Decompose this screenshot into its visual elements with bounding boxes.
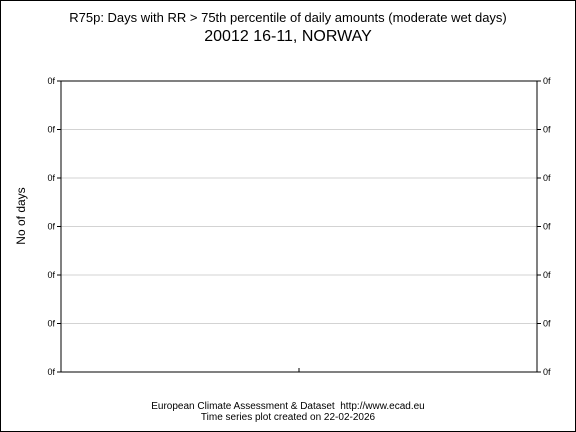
footer-created: Time series plot created on 22-02-2026 [200, 412, 376, 423]
y-tick-label-left: 0f [47, 367, 55, 377]
chart-title: R75p: Days with RR > 75th percentile of … [69, 10, 507, 25]
y-tick-label-right: 0f [543, 367, 551, 377]
y-tick-label-left: 0f [47, 173, 55, 183]
y-tick-label-right: 0f [543, 222, 551, 232]
y-tick-label-right: 0f [543, 319, 551, 329]
y-tick-label-left: 0f [47, 270, 55, 280]
chart-subtitle: 20012 16-11, NORWAY [204, 28, 372, 45]
y-tick-label-left: 0f [47, 76, 55, 86]
y-tick-label-right: 0f [543, 125, 551, 135]
y-tick-label-right: 0f [543, 76, 551, 86]
y-tick-label-left: 0f [47, 125, 55, 135]
y-tick-label-left: 0f [47, 222, 55, 232]
y-tick-label-right: 0f [543, 173, 551, 183]
y-tick-label-right: 0f [543, 270, 551, 280]
footer-source: European Climate Assessment & Dataset ht… [151, 401, 425, 412]
plot-border [60, 80, 538, 373]
y-tick-label-left: 0f [47, 319, 55, 329]
